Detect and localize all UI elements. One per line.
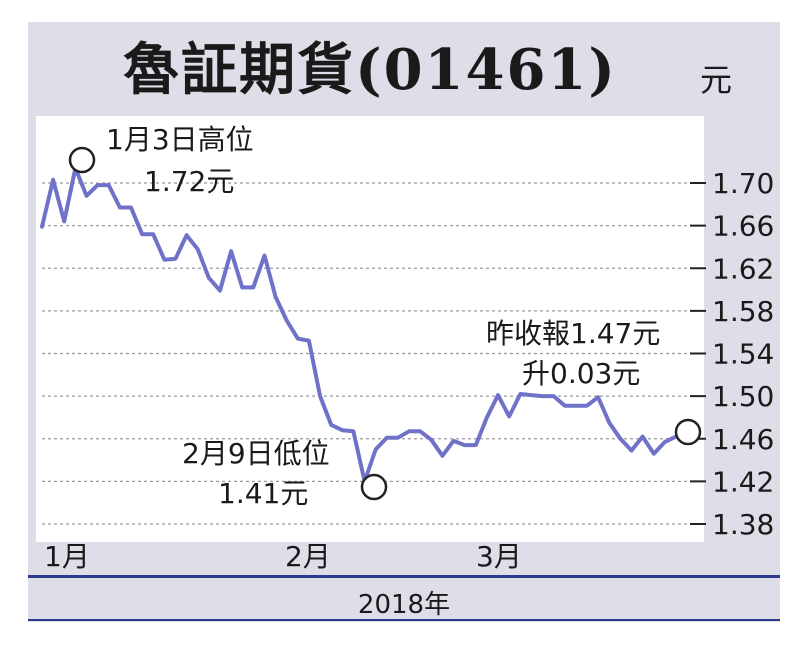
annotation-close-line2: 升0.03元: [522, 357, 641, 390]
x-tick-label: 2月: [285, 540, 331, 573]
y-tick-label: 1.66: [712, 210, 774, 243]
divider: [28, 619, 780, 621]
x-tick-label: 3月: [476, 540, 522, 573]
y-tick-label: 1.54: [712, 338, 774, 371]
price-series-line: [40, 166, 678, 484]
unit-label: 元: [700, 61, 733, 99]
y-tick-label: 1.58: [712, 295, 774, 328]
y-tick-label: 1.50: [712, 380, 774, 413]
annotation-low-line2: 1.41元: [218, 477, 309, 510]
annotation-close-line1: 昨收報1.47元: [486, 317, 661, 350]
annotation-low-line1: 2月9日低位: [182, 437, 330, 470]
x-axis-title: 2018年: [357, 590, 451, 620]
y-tick-label: 1.46: [712, 423, 774, 456]
annotation-marker: [674, 418, 702, 446]
x-tick-label: 1月: [44, 540, 90, 573]
annotation-high-line2: 1.72元: [144, 165, 235, 198]
y-tick-label: 1.38: [712, 508, 774, 541]
annotation-marker: [68, 146, 96, 174]
divider: [28, 575, 780, 578]
annotation-high-line1: 1月3日高位: [106, 123, 254, 156]
y-tick-label: 1.62: [712, 252, 774, 285]
y-tick-label: 1.42: [712, 465, 774, 498]
annotation-marker: [360, 473, 388, 501]
chart-title: 魯証期貨(01461): [123, 37, 617, 103]
y-tick-label: 1.70: [712, 167, 774, 200]
